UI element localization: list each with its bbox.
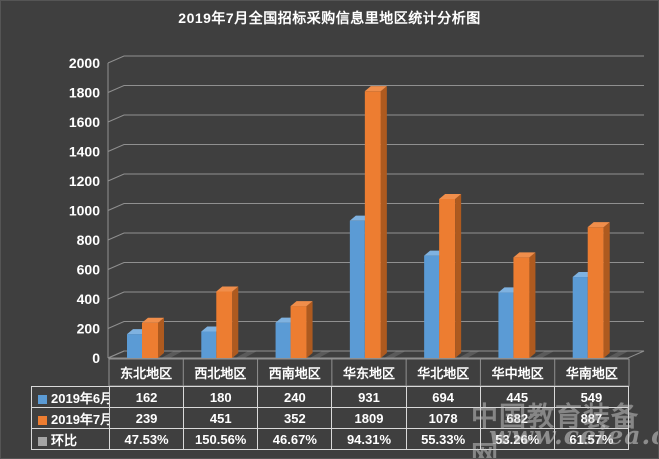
bar-shadow [384, 351, 405, 358]
bar-shadow [459, 351, 480, 358]
y-axis-label: 1000 [69, 203, 100, 219]
table-cell: 55.33% [405, 428, 481, 450]
legend-swatch-icon [38, 436, 47, 446]
data-table: 2019年6月 162 180 240 931 694 445 549 2019年7月 239 45… [31, 386, 630, 450]
legend-label: 环比 [31, 428, 110, 450]
y-axis-label: 1600 [69, 114, 100, 130]
bar-top [513, 252, 536, 258]
bar-front [424, 255, 440, 358]
bar-top [290, 301, 313, 307]
table-cell: 240 [257, 386, 333, 408]
bar-front [439, 198, 456, 358]
legend-label: 2019年6月 [31, 386, 110, 408]
bar-shadow [607, 351, 628, 358]
bar-front [127, 334, 142, 358]
y-axis-label: 400 [77, 291, 101, 307]
bar-side [380, 86, 387, 359]
category-label: 华南地区 [566, 366, 618, 381]
bar-side [232, 286, 239, 358]
gridline [107, 173, 644, 182]
category-label: 西南地区 [269, 366, 321, 381]
legend-label: 2019年7月 [31, 407, 110, 429]
table-cell: 61.57% [553, 428, 630, 450]
table-cell: 1809 [331, 407, 407, 429]
y-axis-label: 200 [77, 321, 101, 337]
table-row: 环比 47.53% 150.56% 46.67% 94.31% 55.33% 53.26% 6… [31, 428, 630, 450]
bar-front [498, 292, 514, 358]
bar-front [290, 306, 307, 358]
category-label: 东北地区 [120, 366, 172, 381]
gridline [107, 291, 644, 300]
bar-side [529, 252, 536, 358]
bar-side [603, 222, 610, 358]
category-label: 西北地区 [194, 366, 246, 381]
bar-side [455, 193, 462, 358]
table-cell: 451 [183, 407, 259, 429]
table-cell: 931 [331, 386, 407, 408]
y-axis-label: 2000 [69, 55, 100, 71]
category-label: 华东地区 [343, 366, 395, 381]
y-axis-label: 1200 [69, 173, 100, 189]
y-axis-label: 1800 [69, 85, 100, 101]
table-cell: 53.26% [479, 428, 555, 450]
category-label: 华北地区 [417, 366, 469, 381]
bar-shadow [533, 351, 554, 358]
bar-front [513, 257, 530, 358]
bar-front [216, 291, 233, 358]
bar-front [349, 220, 365, 358]
bar-side [306, 301, 313, 358]
y-axis-label: 600 [77, 262, 101, 278]
table-row: 2019年7月 239 451 352 1809 1078 682 887 [31, 407, 630, 429]
y-axis-label: 1400 [69, 144, 100, 160]
bar-top [142, 317, 164, 323]
y-axis-label: 0 [92, 350, 100, 366]
table-cell: 239 [108, 407, 185, 429]
table-cell: 887 [553, 407, 630, 429]
bar-top [364, 86, 387, 92]
table-cell: 694 [405, 386, 481, 408]
gridline [107, 232, 644, 241]
gridline [107, 55, 644, 64]
category-label: 华中地区 [492, 366, 544, 381]
bar-front [201, 331, 217, 358]
gridline [107, 321, 644, 329]
bar-side [158, 317, 164, 358]
bar-top [439, 193, 462, 199]
table-row: 2019年6月 162 180 240 931 694 445 549 [31, 386, 630, 408]
gridline [107, 262, 644, 270]
bar-front [142, 322, 158, 358]
table-cell: 150.56% [183, 428, 259, 450]
bar-shadow [236, 351, 257, 358]
bar-front [364, 91, 381, 359]
gridline [107, 85, 644, 93]
bar-shadow [310, 351, 331, 358]
table-cell: 352 [257, 407, 333, 429]
chart-title: 2019年7月全国招标采购信息里地区统计分析图 [178, 10, 481, 26]
bar-top [587, 222, 610, 228]
table-cell: 682 [479, 407, 555, 429]
table-cell: 162 [108, 386, 185, 408]
bar-front [572, 277, 588, 358]
legend-swatch-icon [38, 394, 47, 404]
bar-front [587, 227, 604, 358]
table-cell: 1078 [405, 407, 481, 429]
table-cell: 46.67% [257, 428, 333, 450]
table-cell: 445 [479, 386, 555, 408]
y-axis-label: 800 [77, 232, 101, 248]
bar-front [275, 322, 291, 358]
gridline [107, 144, 644, 152]
legend-swatch-icon [38, 415, 47, 425]
table-cell: 180 [183, 386, 259, 408]
gridline [107, 114, 644, 123]
table-cell: 94.31% [331, 428, 407, 450]
table-cell: 47.53% [108, 428, 185, 450]
gridline [107, 203, 644, 211]
bar-top [216, 286, 239, 292]
bar-shadow [162, 351, 182, 358]
table-cell: 549 [553, 386, 630, 408]
